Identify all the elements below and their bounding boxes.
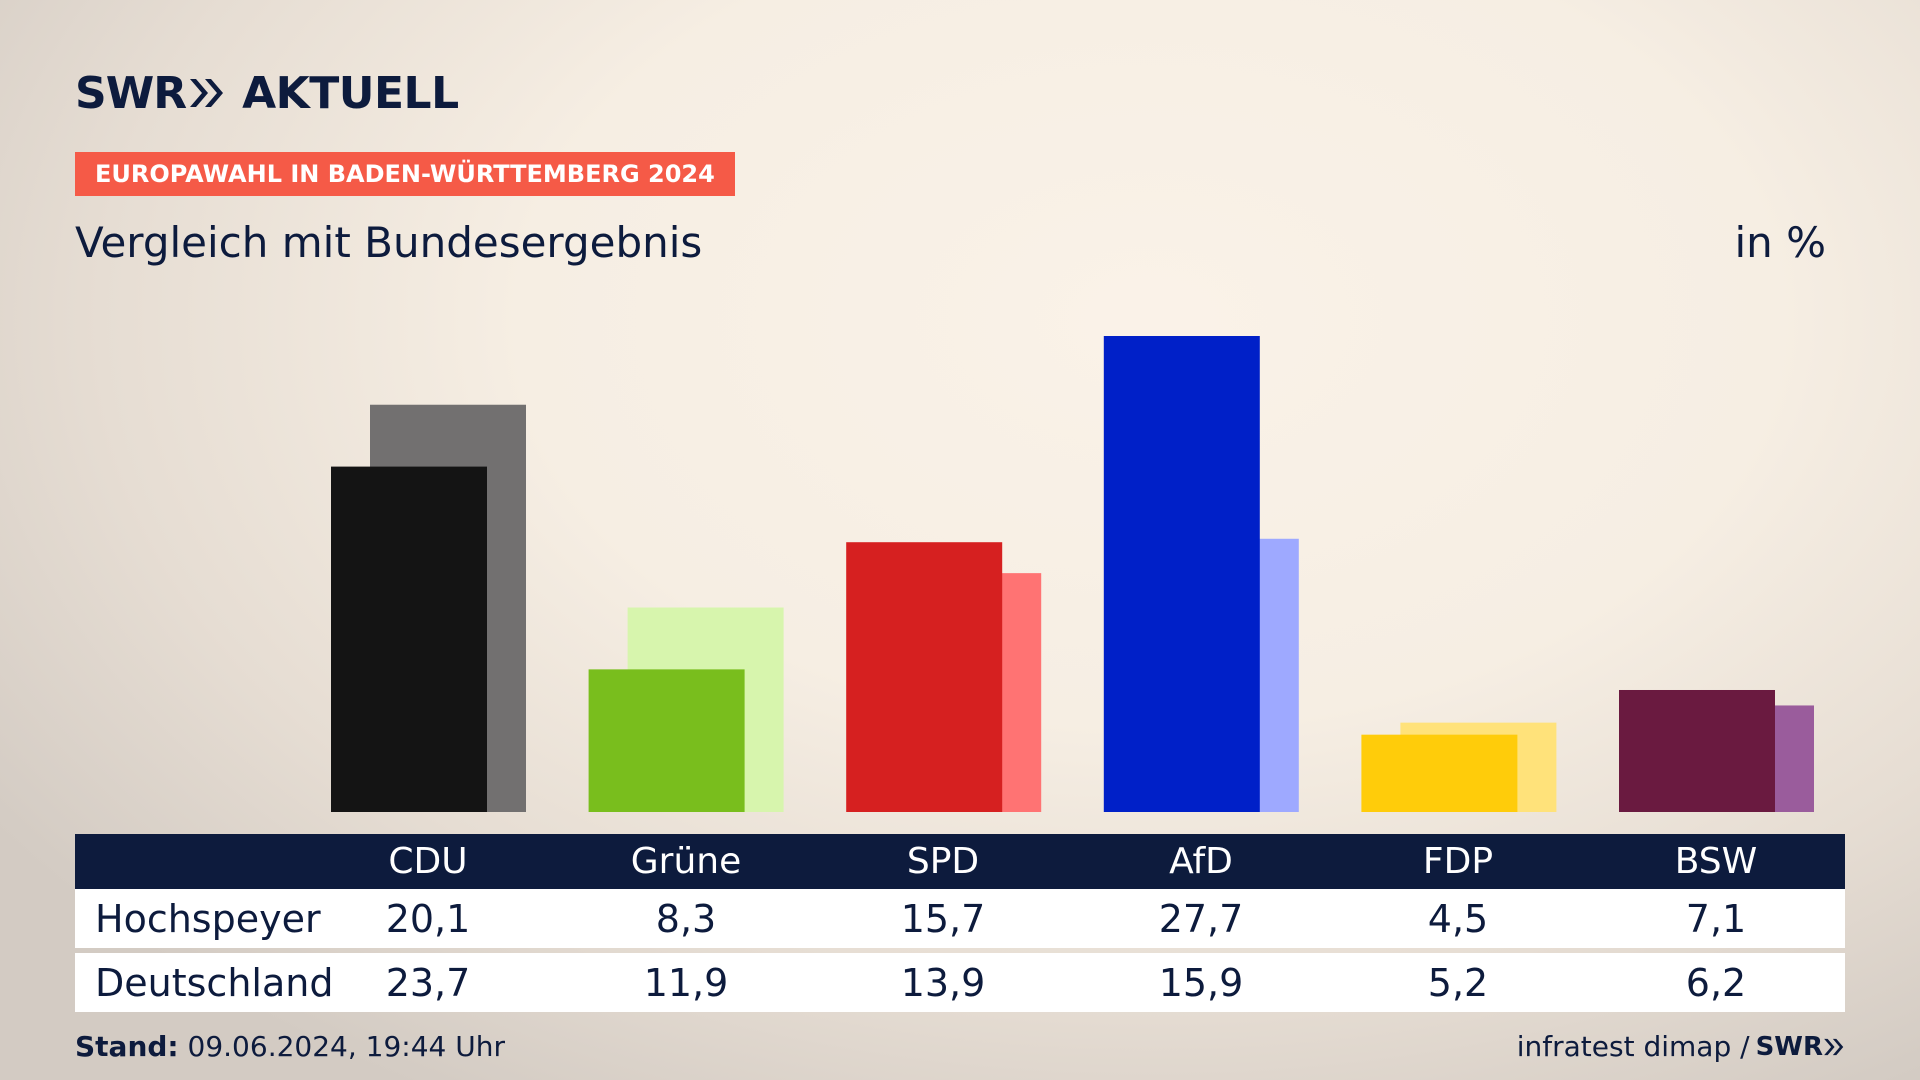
chart-subtitle: Vergleich mit Bundesergebnis (75, 218, 703, 267)
election-badge: EUROPAWAHL IN BADEN-WÜRTTEMBERG 2024 (75, 152, 735, 196)
header-fdp: FDP (1422, 841, 1494, 882)
bar-hochspeyer-afd (1103, 336, 1260, 812)
results-table: CDU Grüne SPD AfD FDP BSW Hochspeyer 20,… (75, 834, 1845, 1012)
swr-logo-text: SWR (75, 67, 187, 119)
swr-small-logo: SWR (1756, 1032, 1845, 1062)
cell-value: 5,2 (1427, 960, 1489, 1005)
source-text: infratest dimap / (1516, 1030, 1750, 1063)
header-spd: SPD (906, 841, 980, 882)
stand-value: 09.06.2024, 19:44 Uhr (187, 1030, 505, 1063)
cell-value: 6,2 (1685, 960, 1747, 1005)
aktuell-logo-text: AKTUELL (242, 67, 459, 119)
cell-value: 15,7 (900, 896, 986, 941)
double-chevron-icon (190, 79, 224, 107)
table-row-deutschland: Deutschland 23,7 11,9 13,9 15,9 5,2 6,2 (75, 953, 1845, 1012)
bar-hochspeyer-cdu (331, 466, 487, 812)
cell-value: 4,5 (1427, 896, 1489, 941)
cell-value: 8,3 (655, 896, 717, 941)
header-gruene: Grüne (630, 841, 742, 882)
cell-value: 27,7 (1158, 896, 1244, 941)
bar-hochspeyer-bsw (1619, 689, 1775, 812)
row-label: Deutschland (95, 960, 334, 1005)
table-row-hochspeyer: Hochspeyer 20,1 8,3 15,7 27,7 4,5 7,1 (75, 889, 1845, 948)
header-afd: AfD (1169, 841, 1233, 882)
row-label: Hochspeyer (95, 896, 321, 941)
cell-value: 13,9 (900, 960, 986, 1005)
timestamp: Stand: 09.06.2024, 19:44 Uhr (75, 1030, 505, 1063)
cell-value: 7,1 (1685, 896, 1747, 941)
table-header: CDU Grüne SPD AfD FDP BSW (75, 834, 1845, 889)
cell-value: 11,9 (643, 960, 729, 1005)
swr-aktuell-logo: SWR AKTUELL (75, 66, 459, 120)
cell-value: 20,1 (385, 896, 471, 941)
bar-chart (331, 336, 1814, 812)
cell-value: 15,9 (1158, 960, 1244, 1005)
bar-hochspeyer-gr-ne (588, 669, 745, 812)
stand-label: Stand: (75, 1030, 179, 1063)
swr-small-logo-text: SWR (1755, 1031, 1823, 1062)
bar-hochspeyer-fdp (1361, 734, 1518, 812)
bar-hochspeyer-spd (846, 542, 1003, 812)
double-chevron-icon (1824, 1038, 1844, 1055)
source-credit: infratest dimap / SWR (1517, 1030, 1845, 1063)
header-bsw: BSW (1674, 841, 1758, 882)
unit-label: in % (1734, 218, 1826, 267)
header-cdu: CDU (388, 841, 468, 882)
cell-value: 23,7 (385, 960, 471, 1005)
